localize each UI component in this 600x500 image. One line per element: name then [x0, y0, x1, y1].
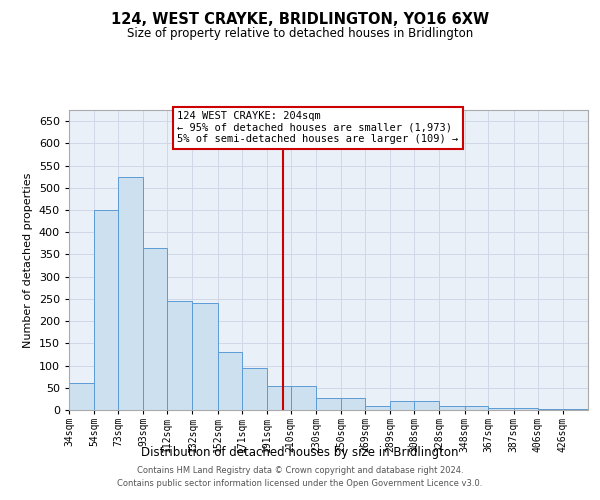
- Bar: [218, 352, 242, 410]
- Y-axis label: Number of detached properties: Number of detached properties: [23, 172, 33, 348]
- Bar: [439, 406, 464, 410]
- Bar: [538, 408, 563, 410]
- Bar: [563, 408, 588, 410]
- Bar: [341, 398, 365, 410]
- Bar: [464, 406, 488, 410]
- Bar: [118, 176, 143, 410]
- Bar: [488, 408, 514, 410]
- Bar: [69, 384, 94, 410]
- Bar: [414, 401, 439, 410]
- Bar: [193, 304, 218, 410]
- Text: Contains HM Land Registry data © Crown copyright and database right 2024.
Contai: Contains HM Land Registry data © Crown c…: [118, 466, 482, 487]
- Bar: [291, 386, 316, 410]
- Bar: [316, 398, 341, 410]
- Text: Distribution of detached houses by size in Bridlington: Distribution of detached houses by size …: [141, 446, 459, 459]
- Bar: [143, 248, 167, 410]
- Text: 124 WEST CRAYKE: 204sqm
← 95% of detached houses are smaller (1,973)
5% of semi-: 124 WEST CRAYKE: 204sqm ← 95% of detache…: [178, 111, 458, 144]
- Bar: [514, 408, 538, 410]
- Bar: [94, 210, 118, 410]
- Bar: [390, 401, 414, 410]
- Text: Size of property relative to detached houses in Bridlington: Size of property relative to detached ho…: [127, 28, 473, 40]
- Bar: [267, 386, 291, 410]
- Bar: [167, 301, 193, 410]
- Bar: [365, 406, 390, 410]
- Bar: [242, 368, 267, 410]
- Text: 124, WEST CRAYKE, BRIDLINGTON, YO16 6XW: 124, WEST CRAYKE, BRIDLINGTON, YO16 6XW: [111, 12, 489, 28]
